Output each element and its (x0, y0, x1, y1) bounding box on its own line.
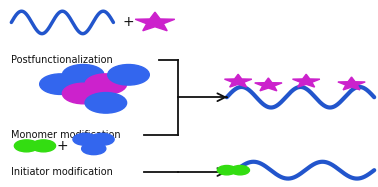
Text: +: + (123, 16, 134, 29)
Circle shape (85, 74, 127, 94)
Text: +: + (57, 139, 68, 153)
Circle shape (62, 65, 104, 85)
Polygon shape (293, 74, 320, 87)
Polygon shape (338, 77, 365, 90)
Circle shape (82, 143, 106, 155)
Text: Monomer modification: Monomer modification (11, 130, 121, 140)
Polygon shape (225, 74, 252, 87)
Circle shape (90, 133, 114, 145)
Circle shape (85, 93, 127, 113)
Text: Postfunctionalization: Postfunctionalization (11, 55, 113, 65)
Circle shape (73, 133, 97, 145)
Polygon shape (135, 12, 175, 31)
Circle shape (31, 140, 56, 152)
Text: Initiator modification: Initiator modification (11, 167, 113, 177)
Circle shape (217, 165, 236, 175)
Circle shape (62, 83, 104, 104)
Circle shape (231, 165, 249, 175)
Circle shape (14, 140, 39, 152)
Circle shape (108, 65, 149, 85)
Circle shape (40, 74, 81, 94)
Polygon shape (255, 78, 282, 91)
